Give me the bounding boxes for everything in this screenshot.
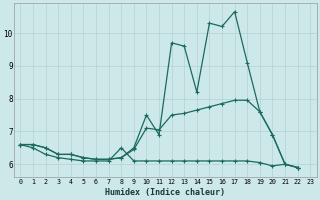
X-axis label: Humidex (Indice chaleur): Humidex (Indice chaleur)	[105, 188, 225, 197]
